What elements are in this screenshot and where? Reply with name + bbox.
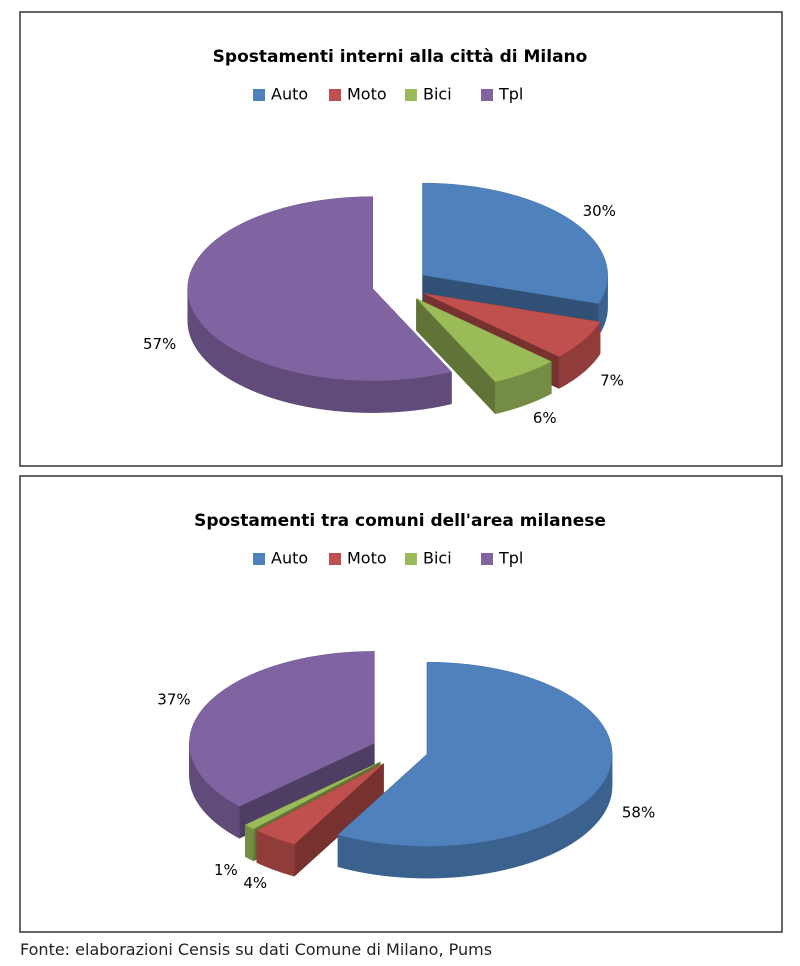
slice: [422, 182, 608, 304]
legend-label: Moto: [347, 85, 387, 104]
data-label: 30%: [583, 202, 616, 220]
data-label: 4%: [243, 874, 267, 892]
chart-title: Spostamenti interni alla città di Milano: [213, 47, 588, 67]
legend-label: Moto: [347, 549, 387, 568]
data-label: 1%: [214, 861, 238, 879]
slice: [256, 763, 384, 845]
legend-label: Auto: [271, 549, 308, 568]
legend-swatch: [253, 553, 265, 565]
data-label: 6%: [533, 409, 557, 427]
legend-swatch: [405, 553, 417, 565]
legend-swatch: [481, 553, 493, 565]
source-note: Fonte: elaborazioni Censis su dati Comun…: [20, 940, 493, 959]
chart-title: Spostamenti tra comuni dell'area milanes…: [194, 511, 606, 531]
legend-swatch: [481, 89, 493, 101]
slice: [337, 661, 613, 847]
data-label: 37%: [157, 691, 190, 709]
legend-label: Tpl: [498, 85, 523, 104]
data-label: 58%: [622, 804, 655, 822]
legend-swatch: [329, 89, 341, 101]
data-label: 7%: [600, 371, 624, 389]
legend-label: Bici: [423, 85, 452, 104]
slice: [244, 761, 381, 830]
slice: [189, 651, 375, 807]
legend-label: Tpl: [498, 549, 523, 568]
legend-swatch: [329, 553, 341, 565]
legend-swatch: [253, 89, 265, 101]
legend-swatch: [405, 89, 417, 101]
legend-label: Auto: [271, 85, 308, 104]
slice: [416, 298, 552, 383]
charts: Spostamenti interni alla città di Milano…: [19, 11, 783, 933]
slice-side: [245, 824, 254, 862]
data-label: 57%: [143, 335, 176, 353]
slice: [423, 293, 601, 357]
slice: [187, 196, 452, 381]
legend-label: Bici: [423, 549, 452, 568]
